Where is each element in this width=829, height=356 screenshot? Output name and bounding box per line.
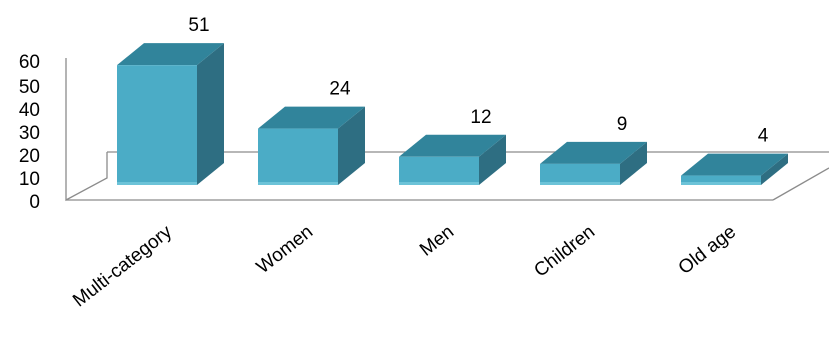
bar-side-face — [197, 43, 224, 186]
data-label: 9 — [617, 114, 628, 135]
bar-bottom-highlight — [681, 182, 761, 185]
x-tick-label: Children — [530, 221, 599, 281]
bar-side-face — [620, 141, 647, 185]
bar — [399, 134, 506, 185]
bar-front-face — [258, 128, 338, 185]
bar-front-face — [117, 65, 197, 185]
y-tick-label: 0 — [29, 192, 40, 213]
left-wall-edge — [65, 58, 108, 202]
bar-bottom-highlight — [399, 182, 479, 185]
bar-top-face — [258, 106, 365, 129]
bar-side-face — [761, 153, 788, 185]
bar-front-face — [540, 163, 620, 185]
bar-top-face — [117, 43, 224, 66]
bar-bottom-highlight — [117, 182, 197, 185]
y-tick-label: 10 — [19, 169, 40, 190]
y-tick-label: 40 — [19, 100, 40, 121]
x-tick-label: Multi-category — [69, 221, 176, 311]
bar-bottom-highlight — [258, 182, 338, 185]
x-tick-label: Old age — [675, 221, 740, 279]
bar-side-face — [479, 134, 506, 185]
x-tick-label: Men — [416, 221, 458, 260]
y-tick-label: 60 — [19, 52, 40, 73]
bar-front-face — [681, 175, 761, 185]
bar — [681, 153, 788, 185]
data-label: 51 — [188, 15, 209, 36]
bar — [540, 141, 647, 185]
bar-top-face — [399, 134, 506, 157]
data-label: 12 — [470, 107, 491, 128]
data-labels-group: 51 24 12 9 4 — [188, 15, 768, 146]
bar — [117, 43, 224, 186]
bar-top-face — [681, 153, 788, 176]
bar-side-face — [338, 106, 365, 185]
bars-group — [117, 43, 788, 186]
bar — [258, 106, 365, 185]
data-label: 24 — [329, 79, 351, 100]
bar-front-face — [399, 156, 479, 185]
y-tick-label: 30 — [19, 123, 40, 144]
x-axis-labels-group: Multi-category Women Men Children Old age — [69, 221, 740, 311]
x-tick-label: Women — [253, 221, 317, 278]
bar-bottom-highlight — [540, 182, 620, 185]
y-tick-label: 50 — [19, 77, 40, 98]
bar-top-face — [540, 141, 647, 164]
y-tick-label: 20 — [19, 146, 40, 167]
data-label: 4 — [758, 126, 769, 147]
right-floor-edge — [772, 167, 829, 201]
